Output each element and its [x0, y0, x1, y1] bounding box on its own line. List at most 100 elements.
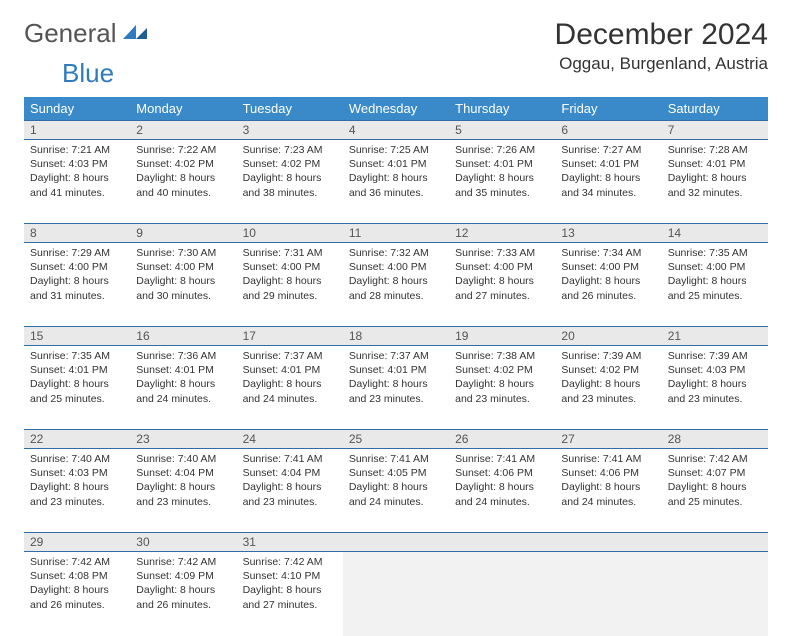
- day-header-row: SundayMondayTuesdayWednesdayThursdayFrid…: [24, 97, 768, 121]
- day-detail: Sunrise: 7:28 AMSunset: 4:01 PMDaylight:…: [662, 140, 768, 206]
- day-body-row: Sunrise: 7:21 AMSunset: 4:03 PMDaylight:…: [24, 140, 768, 224]
- day-body-cell: Sunrise: 7:39 AMSunset: 4:03 PMDaylight:…: [662, 346, 768, 430]
- day-body-cell: Sunrise: 7:34 AMSunset: 4:00 PMDaylight:…: [555, 243, 661, 327]
- day-number-cell: 12: [449, 224, 555, 243]
- day-number-cell: 31: [237, 533, 343, 552]
- day-body-cell: Sunrise: 7:41 AMSunset: 4:06 PMDaylight:…: [449, 449, 555, 533]
- day-header: Thursday: [449, 97, 555, 121]
- day-body-cell: Sunrise: 7:41 AMSunset: 4:06 PMDaylight:…: [555, 449, 661, 533]
- day-number-row: 22232425262728: [24, 430, 768, 449]
- day-detail: Sunrise: 7:32 AMSunset: 4:00 PMDaylight:…: [343, 243, 449, 309]
- day-number-cell: 23: [130, 430, 236, 449]
- day-detail: Sunrise: 7:42 AMSunset: 4:10 PMDaylight:…: [237, 552, 343, 618]
- day-number-cell: 19: [449, 327, 555, 346]
- day-detail: Sunrise: 7:30 AMSunset: 4:00 PMDaylight:…: [130, 243, 236, 309]
- day-detail: Sunrise: 7:29 AMSunset: 4:00 PMDaylight:…: [24, 243, 130, 309]
- day-detail: Sunrise: 7:40 AMSunset: 4:03 PMDaylight:…: [24, 449, 130, 515]
- day-header: Saturday: [662, 97, 768, 121]
- day-number-cell: 11: [343, 224, 449, 243]
- day-body-cell: Sunrise: 7:41 AMSunset: 4:05 PMDaylight:…: [343, 449, 449, 533]
- day-body-row: Sunrise: 7:29 AMSunset: 4:00 PMDaylight:…: [24, 243, 768, 327]
- day-header: Friday: [555, 97, 661, 121]
- day-body-cell: [662, 552, 768, 636]
- day-number-cell: 20: [555, 327, 661, 346]
- day-detail: Sunrise: 7:42 AMSunset: 4:09 PMDaylight:…: [130, 552, 236, 618]
- day-detail: Sunrise: 7:42 AMSunset: 4:07 PMDaylight:…: [662, 449, 768, 515]
- day-detail: Sunrise: 7:31 AMSunset: 4:00 PMDaylight:…: [237, 243, 343, 309]
- day-detail: Sunrise: 7:22 AMSunset: 4:02 PMDaylight:…: [130, 140, 236, 206]
- day-body-cell: Sunrise: 7:22 AMSunset: 4:02 PMDaylight:…: [130, 140, 236, 224]
- day-number-cell: 24: [237, 430, 343, 449]
- day-body-cell: Sunrise: 7:30 AMSunset: 4:00 PMDaylight:…: [130, 243, 236, 327]
- day-number-cell: 3: [237, 121, 343, 140]
- day-detail: Sunrise: 7:25 AMSunset: 4:01 PMDaylight:…: [343, 140, 449, 206]
- day-body-cell: Sunrise: 7:37 AMSunset: 4:01 PMDaylight:…: [343, 346, 449, 430]
- day-number-cell: 5: [449, 121, 555, 140]
- day-body-cell: Sunrise: 7:41 AMSunset: 4:04 PMDaylight:…: [237, 449, 343, 533]
- day-header: Wednesday: [343, 97, 449, 121]
- day-detail: Sunrise: 7:36 AMSunset: 4:01 PMDaylight:…: [130, 346, 236, 412]
- day-header: Tuesday: [237, 97, 343, 121]
- day-number-cell: 4: [343, 121, 449, 140]
- day-body-cell: Sunrise: 7:37 AMSunset: 4:01 PMDaylight:…: [237, 346, 343, 430]
- day-detail: Sunrise: 7:27 AMSunset: 4:01 PMDaylight:…: [555, 140, 661, 206]
- day-detail: Sunrise: 7:38 AMSunset: 4:02 PMDaylight:…: [449, 346, 555, 412]
- day-number-cell: [555, 533, 661, 552]
- day-number-row: 15161718192021: [24, 327, 768, 346]
- day-body-cell: Sunrise: 7:42 AMSunset: 4:09 PMDaylight:…: [130, 552, 236, 636]
- day-number-cell: 27: [555, 430, 661, 449]
- day-detail: Sunrise: 7:33 AMSunset: 4:00 PMDaylight:…: [449, 243, 555, 309]
- day-body-cell: [555, 552, 661, 636]
- day-body-cell: Sunrise: 7:29 AMSunset: 4:00 PMDaylight:…: [24, 243, 130, 327]
- day-detail: Sunrise: 7:39 AMSunset: 4:02 PMDaylight:…: [555, 346, 661, 412]
- day-number-cell: 28: [662, 430, 768, 449]
- day-number-cell: 7: [662, 121, 768, 140]
- day-number-cell: 21: [662, 327, 768, 346]
- day-body-cell: Sunrise: 7:33 AMSunset: 4:00 PMDaylight:…: [449, 243, 555, 327]
- day-header: Monday: [130, 97, 236, 121]
- day-number-cell: 13: [555, 224, 661, 243]
- day-detail: Sunrise: 7:40 AMSunset: 4:04 PMDaylight:…: [130, 449, 236, 515]
- day-header: Sunday: [24, 97, 130, 121]
- day-body-row: Sunrise: 7:35 AMSunset: 4:01 PMDaylight:…: [24, 346, 768, 430]
- day-number-cell: 1: [24, 121, 130, 140]
- day-number-cell: 10: [237, 224, 343, 243]
- day-body-cell: Sunrise: 7:42 AMSunset: 4:07 PMDaylight:…: [662, 449, 768, 533]
- day-number-cell: 9: [130, 224, 236, 243]
- day-number-cell: 14: [662, 224, 768, 243]
- month-title: December 2024: [555, 18, 768, 52]
- brand-logo: General: [24, 18, 151, 49]
- day-body-cell: Sunrise: 7:23 AMSunset: 4:02 PMDaylight:…: [237, 140, 343, 224]
- day-body-cell: Sunrise: 7:32 AMSunset: 4:00 PMDaylight:…: [343, 243, 449, 327]
- day-number-cell: [449, 533, 555, 552]
- day-body-cell: Sunrise: 7:39 AMSunset: 4:02 PMDaylight:…: [555, 346, 661, 430]
- day-detail: Sunrise: 7:41 AMSunset: 4:05 PMDaylight:…: [343, 449, 449, 515]
- day-number-row: 891011121314: [24, 224, 768, 243]
- day-number-cell: 2: [130, 121, 236, 140]
- day-number-cell: 25: [343, 430, 449, 449]
- day-body-cell: Sunrise: 7:40 AMSunset: 4:04 PMDaylight:…: [130, 449, 236, 533]
- day-detail: Sunrise: 7:34 AMSunset: 4:00 PMDaylight:…: [555, 243, 661, 309]
- day-number-cell: 6: [555, 121, 661, 140]
- day-body-cell: [449, 552, 555, 636]
- day-number-cell: [662, 533, 768, 552]
- day-body-cell: Sunrise: 7:35 AMSunset: 4:01 PMDaylight:…: [24, 346, 130, 430]
- day-detail: Sunrise: 7:23 AMSunset: 4:02 PMDaylight:…: [237, 140, 343, 206]
- day-detail: Sunrise: 7:21 AMSunset: 4:03 PMDaylight:…: [24, 140, 130, 206]
- day-body-cell: Sunrise: 7:42 AMSunset: 4:10 PMDaylight:…: [237, 552, 343, 636]
- day-body-cell: [343, 552, 449, 636]
- brand-general: General: [24, 18, 117, 49]
- brand-blue: Blue: [62, 58, 114, 88]
- day-body-cell: Sunrise: 7:35 AMSunset: 4:00 PMDaylight:…: [662, 243, 768, 327]
- day-detail: Sunrise: 7:35 AMSunset: 4:01 PMDaylight:…: [24, 346, 130, 412]
- day-number-cell: 29: [24, 533, 130, 552]
- calendar-table: SundayMondayTuesdayWednesdayThursdayFrid…: [24, 97, 768, 636]
- day-body-cell: Sunrise: 7:21 AMSunset: 4:03 PMDaylight:…: [24, 140, 130, 224]
- day-body-cell: Sunrise: 7:25 AMSunset: 4:01 PMDaylight:…: [343, 140, 449, 224]
- brand-mark-icon: [123, 21, 149, 46]
- day-detail: Sunrise: 7:37 AMSunset: 4:01 PMDaylight:…: [237, 346, 343, 412]
- day-detail: Sunrise: 7:42 AMSunset: 4:08 PMDaylight:…: [24, 552, 130, 618]
- day-body-cell: Sunrise: 7:31 AMSunset: 4:00 PMDaylight:…: [237, 243, 343, 327]
- day-detail: Sunrise: 7:35 AMSunset: 4:00 PMDaylight:…: [662, 243, 768, 309]
- day-number-row: 293031: [24, 533, 768, 552]
